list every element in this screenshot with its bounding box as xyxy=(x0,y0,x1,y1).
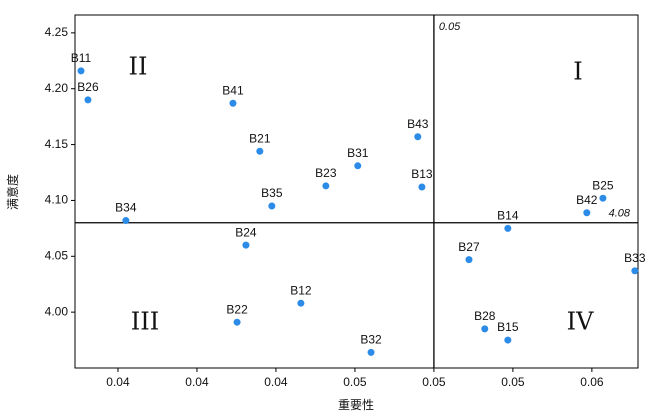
point-label: B26 xyxy=(77,80,99,94)
point xyxy=(414,133,422,141)
point xyxy=(599,194,607,202)
x-tick-label: 0.05 xyxy=(501,375,525,389)
quadrant-label: III xyxy=(131,308,159,336)
y-tick-label: 4.15 xyxy=(45,137,69,151)
point xyxy=(583,209,591,217)
point xyxy=(242,241,250,249)
x-tick-label: 0.04 xyxy=(185,375,209,389)
plot-frame xyxy=(74,14,639,369)
y-tick-label: 4.05 xyxy=(45,248,69,262)
x-tick-label: 0.05 xyxy=(422,375,446,389)
point xyxy=(268,202,276,210)
point-label: B12 xyxy=(290,283,312,297)
point-label: B13 xyxy=(411,167,433,181)
point xyxy=(481,325,489,333)
point xyxy=(465,256,473,264)
point-label: B42 xyxy=(576,193,598,207)
y-tick-label: 4.25 xyxy=(45,25,69,39)
point xyxy=(418,183,426,191)
point xyxy=(77,67,85,75)
point-label: B32 xyxy=(360,333,382,347)
point-label: B25 xyxy=(592,178,614,192)
point-label: B24 xyxy=(235,225,257,239)
x-tick-label: 0.05 xyxy=(343,375,367,389)
point-label: B22 xyxy=(226,302,248,316)
reference-label-x: 0.05 xyxy=(439,21,461,33)
point-label: B35 xyxy=(261,186,283,200)
point-label: B31 xyxy=(347,146,369,160)
quadrant-label: II xyxy=(129,53,148,81)
reference-label-y: 4.08 xyxy=(609,208,631,220)
y-tick-label: 4.00 xyxy=(45,304,69,318)
point xyxy=(233,318,241,326)
y-tick-label: 4.10 xyxy=(45,193,69,207)
point xyxy=(504,336,512,344)
quadrant-label: I xyxy=(573,58,582,86)
point-label: B15 xyxy=(497,320,519,334)
point-label: B28 xyxy=(474,309,496,323)
point xyxy=(229,99,237,107)
point xyxy=(504,224,512,232)
point xyxy=(122,217,130,225)
point-label: B41 xyxy=(222,83,244,97)
point xyxy=(367,348,375,356)
point xyxy=(256,147,264,155)
point-label: B23 xyxy=(315,166,337,180)
point xyxy=(354,162,362,170)
point-label: B14 xyxy=(497,209,519,223)
point-label: B11 xyxy=(71,51,92,65)
point-label: B21 xyxy=(249,131,271,145)
x-axis-label: 重要性 xyxy=(338,398,374,412)
y-tick-label: 4.20 xyxy=(45,81,69,95)
x-tick-label: 0.04 xyxy=(106,375,130,389)
point xyxy=(631,267,639,275)
x-tick-label: 0.04 xyxy=(264,375,288,389)
point-label: B27 xyxy=(458,240,480,254)
point-label: B43 xyxy=(407,117,429,131)
point-label: B33 xyxy=(624,251,646,265)
quadrant-label: IV xyxy=(567,308,594,336)
y-axis-label: 满意度 xyxy=(5,174,20,210)
point xyxy=(322,182,330,190)
point xyxy=(84,96,92,104)
x-tick-label: 0.06 xyxy=(580,375,604,389)
point-label: B34 xyxy=(115,201,137,215)
point xyxy=(297,299,305,307)
